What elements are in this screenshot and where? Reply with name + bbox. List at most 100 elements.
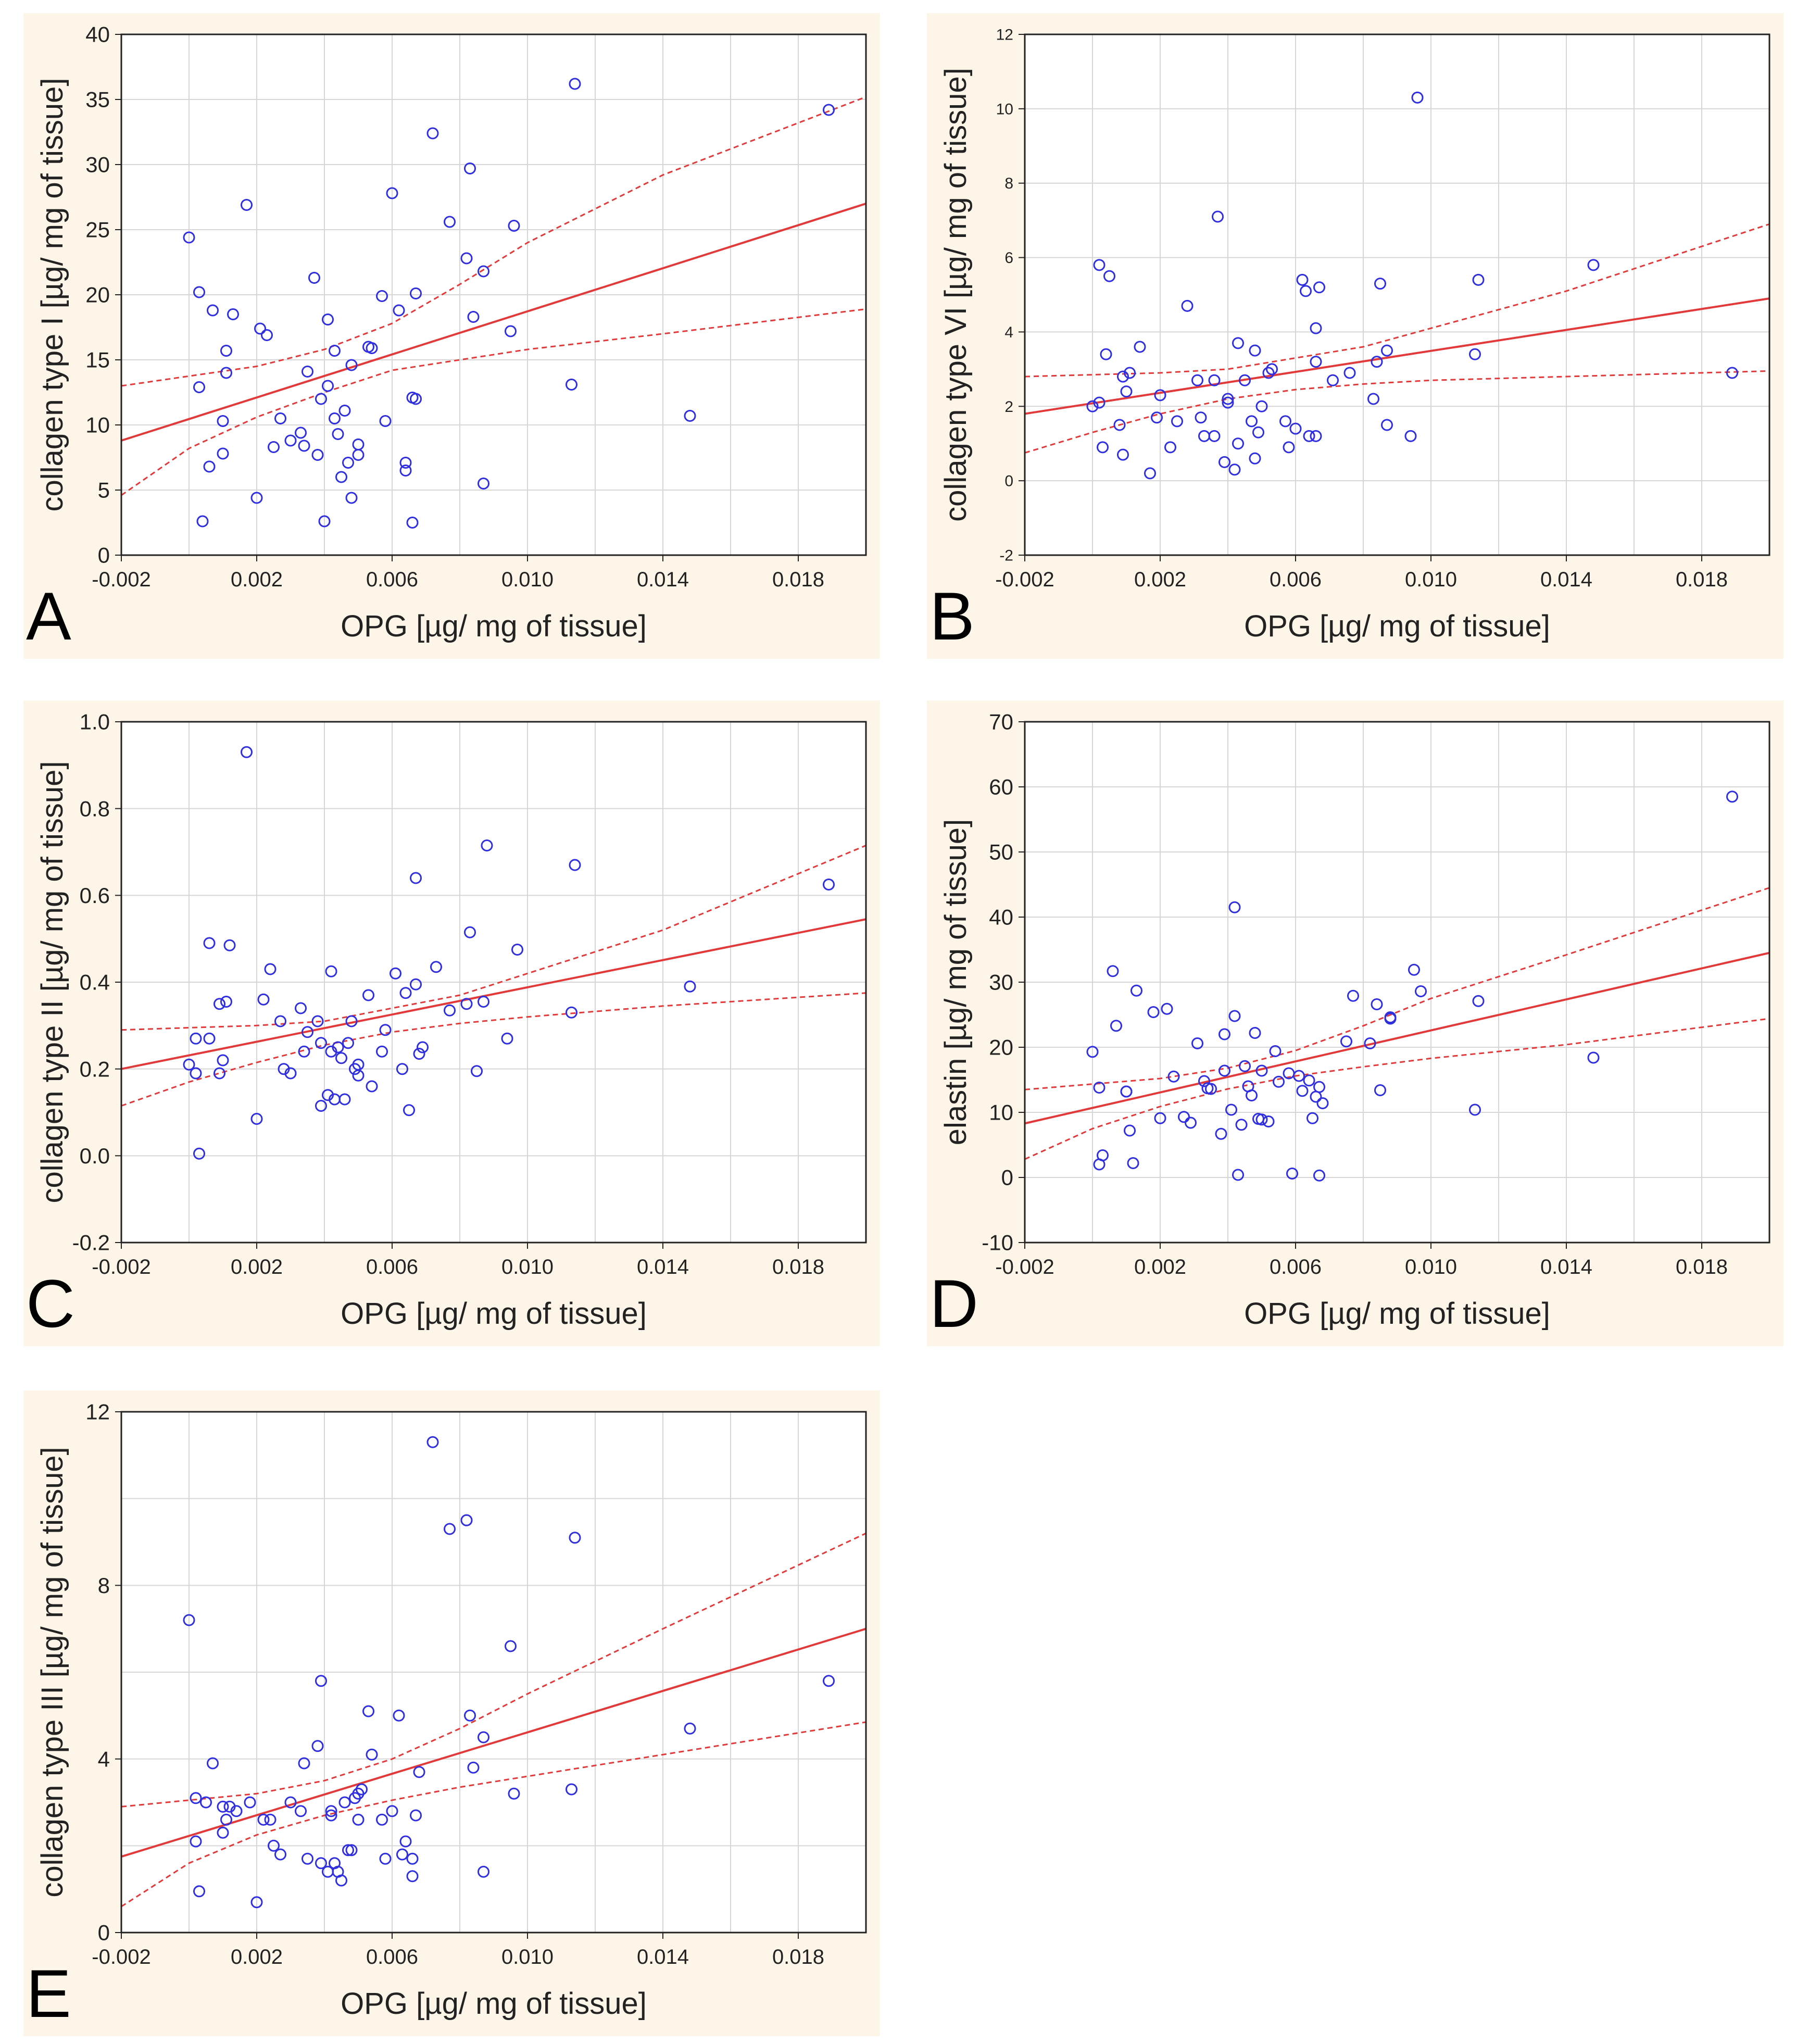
panel-c-data-point (335, 1052, 347, 1064)
panel-e-data-point (467, 1761, 480, 1774)
panel-a-data-point (478, 265, 489, 278)
panel-d-data-point (1127, 1157, 1139, 1169)
panel-d-data-point (1371, 998, 1383, 1010)
panel-c-y-tick-label: 0.0 (80, 1144, 110, 1168)
panel-c-data-point (250, 1113, 263, 1125)
panel-b-data-point (1283, 441, 1295, 454)
panel-a-x-tick-label: 0.018 (772, 568, 824, 591)
panel-c-data-point (193, 1147, 205, 1160)
panel-d-data-point (1316, 1097, 1329, 1109)
panel-d-data-point (1415, 985, 1427, 997)
panel-b-data-point (1310, 356, 1322, 368)
panel-a-data-point (569, 78, 581, 90)
panel-c-data-point (213, 998, 225, 1010)
panel-a-data-point (203, 460, 216, 473)
panel-c-y-tick-label: 0.2 (80, 1057, 110, 1081)
panel-c-data-point (190, 1067, 202, 1080)
panel-c-y-tick-label: 0.8 (80, 796, 110, 821)
panel-c-data-point (311, 1015, 324, 1027)
panel-a-data-point (352, 449, 365, 461)
panel-e-data-point (190, 1835, 202, 1848)
panel-c-x-tick-label: 0.010 (501, 1256, 554, 1278)
panel-b-ci-upper-line (1024, 223, 1770, 378)
panel-a-data-point (329, 412, 341, 424)
panel-a-data-point (366, 342, 378, 354)
panel-e-data-point (302, 1852, 313, 1865)
panel-d-data-point (1347, 989, 1359, 1002)
panel-d-data-point (1469, 1103, 1481, 1116)
panel-e-data-point (257, 1813, 270, 1826)
panel-d-x-axis-title: OPG [µg/ mg of tissue] (1244, 1297, 1550, 1331)
panel-a-data-point (302, 366, 313, 378)
panel-e-data-point (356, 1783, 368, 1796)
panel-e-data-point (410, 1809, 422, 1822)
panel-a-data-point (308, 272, 320, 284)
panel-a-data-point (464, 162, 476, 174)
panel-c-ci-lower-line (121, 992, 866, 1107)
panel-c-data-point (298, 1045, 310, 1058)
panel-d-data-point (1374, 1084, 1386, 1096)
panel-a-data-point (217, 415, 229, 427)
panel-a-data-point (410, 287, 422, 299)
panel-d-x-tick-label: 0.002 (1134, 1256, 1186, 1278)
panel-d-data-point (1215, 1127, 1227, 1140)
panel-e-y-axis-title: collagen type III [µg/ mg of tissue] (35, 1447, 69, 1897)
panel-b: -0.002 0.002 0.006 0.010 0.014 0.018 -2 0 2 4 6 8 10… (927, 13, 1783, 659)
panel-d-data-point (1249, 1027, 1261, 1039)
panel-c-data-point (366, 1080, 378, 1093)
panel-b-data-point (1327, 374, 1339, 386)
panel-b-data-point (1120, 385, 1133, 398)
panel-b-y-tick-label: 8 (1004, 175, 1013, 192)
panel-b-x-tick-label: 0.010 (1405, 568, 1457, 591)
panel-b-data-point (1103, 270, 1115, 282)
panel-e-data-point (684, 1722, 696, 1735)
panel-d-y-tick-label: 30 (989, 970, 1013, 995)
panel-c-data-point (190, 1032, 202, 1045)
panel-a-data-point (254, 322, 266, 335)
panel-e-ci-lower-line (121, 1721, 866, 1908)
panel-a-data-point (193, 286, 205, 298)
panel-a-data-point (399, 457, 412, 469)
panel-a-data-point (220, 367, 232, 379)
panel-d-y-tick-label: 20 (989, 1035, 1013, 1060)
panel-e-data-point (220, 1813, 232, 1826)
panel-d-data-point (1185, 1117, 1197, 1129)
panel-c-letter: C (26, 1265, 75, 1341)
panel-c-data-point (284, 1067, 297, 1080)
panel-c-data-point (223, 939, 236, 951)
panel-e: -0.002 0.002 0.006 0.010 0.014 0.018 0 4 8 12 col… (23, 1390, 880, 2036)
panel-b-plot-area (1024, 33, 1770, 556)
panel-d-x-tick-label: 0.014 (1540, 1256, 1592, 1278)
panel-b-data-point (1303, 430, 1315, 442)
panel-b-data-point (1343, 367, 1356, 379)
panel-c-data-point (413, 1048, 425, 1060)
panel-b-data-point (1117, 448, 1129, 461)
panel-b-data-point (1289, 422, 1302, 435)
panel-c-data-point (823, 879, 835, 891)
panel-b-data-point (1310, 430, 1322, 442)
panel-d-y-tick-label: 10 (989, 1100, 1013, 1125)
panel-c-data-point (183, 1058, 195, 1071)
panel-c-data-point (403, 1104, 415, 1117)
panel-a-data-point (345, 359, 358, 371)
panel-b-data-point (1472, 273, 1485, 286)
panel-d-data-point (1093, 1082, 1106, 1094)
panel-b-data-point (1232, 437, 1244, 450)
panel-a-data-point (338, 405, 351, 417)
panel-a-data-point (684, 410, 696, 422)
panel-a-regression-line (121, 203, 866, 442)
panel-d-y-tick-label: 50 (989, 840, 1013, 864)
panel-d-data-point (1218, 1064, 1230, 1077)
panel-a-data-point (508, 220, 520, 232)
panel-e-data-point (342, 1844, 354, 1857)
panel-b-data-point (1371, 356, 1383, 368)
panel-a-data-point (332, 428, 344, 440)
panel-a-x-tick-label: 0.006 (366, 568, 418, 591)
panel-e-data-point (508, 1787, 520, 1800)
panel-d-data-point (1255, 1113, 1268, 1126)
panel-d-data-point (1255, 1064, 1268, 1077)
panel-e-data-point (460, 1514, 473, 1526)
panel-a-y-tick-label: 20 (85, 283, 110, 307)
panel-d-data-point (1086, 1046, 1099, 1058)
panel-d-data-point (1191, 1037, 1203, 1049)
